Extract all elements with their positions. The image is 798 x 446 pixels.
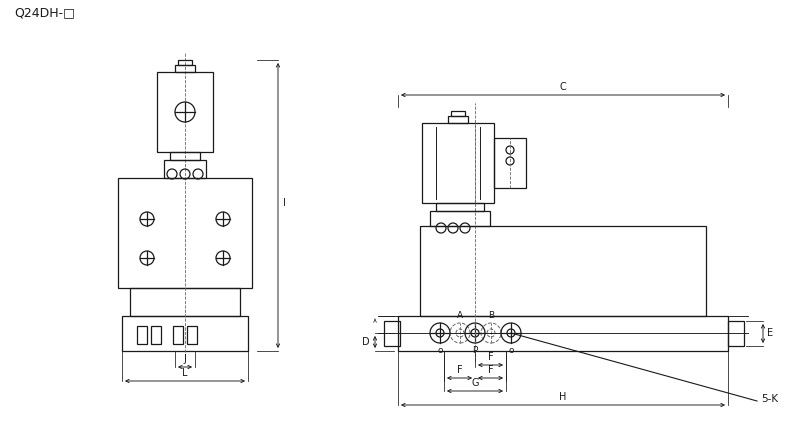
Text: P: P <box>472 346 478 355</box>
Text: o: o <box>508 346 514 355</box>
Bar <box>384 321 400 346</box>
Bar <box>130 288 240 316</box>
Text: J: J <box>184 354 187 364</box>
Bar <box>420 226 706 316</box>
Bar <box>728 321 744 346</box>
Bar <box>173 326 183 344</box>
Bar <box>436 203 484 211</box>
Bar <box>175 65 195 72</box>
Bar <box>164 160 206 178</box>
Text: o: o <box>437 346 443 355</box>
Bar <box>451 111 465 116</box>
Text: F: F <box>488 365 493 375</box>
Bar <box>178 60 192 65</box>
Bar <box>157 72 213 152</box>
Text: G: G <box>472 378 479 388</box>
Text: C: C <box>559 82 567 92</box>
Text: B: B <box>488 311 494 320</box>
Text: I: I <box>283 198 286 208</box>
Bar <box>118 178 252 288</box>
Text: L: L <box>182 368 188 378</box>
Bar <box>422 123 494 203</box>
Text: Q24DH-□: Q24DH-□ <box>14 6 75 19</box>
Bar <box>448 116 468 123</box>
Text: D: D <box>362 337 370 347</box>
Text: F: F <box>488 352 493 362</box>
Text: 5-K: 5-K <box>761 394 778 404</box>
Bar <box>430 211 490 226</box>
Bar <box>151 326 161 344</box>
Text: A: A <box>457 311 463 320</box>
Text: E: E <box>767 329 773 339</box>
Text: F: F <box>456 365 462 375</box>
Bar <box>187 326 197 344</box>
Text: H: H <box>559 392 567 402</box>
Bar <box>398 316 728 351</box>
Bar <box>122 316 248 351</box>
Bar <box>494 138 526 188</box>
Bar <box>137 326 147 344</box>
Bar <box>170 152 200 160</box>
